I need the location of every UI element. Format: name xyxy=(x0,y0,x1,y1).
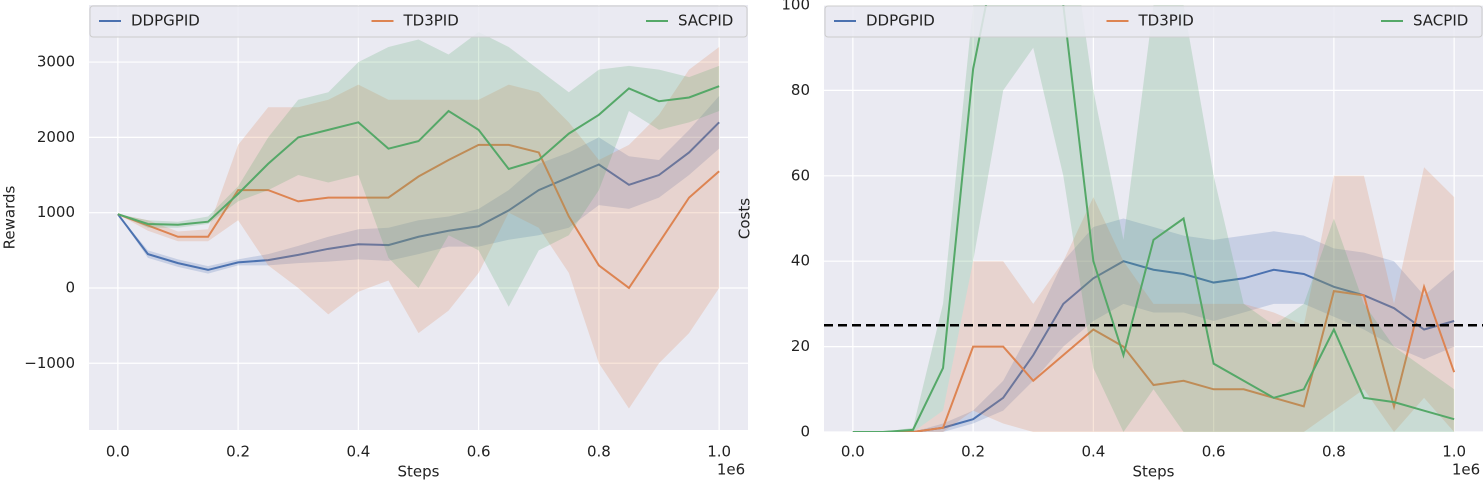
y-tick-label: 80 xyxy=(791,81,810,99)
x-offset-label: 1e6 xyxy=(717,461,745,479)
legend: DDPGPID TD3PID SACPID xyxy=(825,6,1482,37)
x-tick-label: 0.2 xyxy=(961,443,985,461)
y-tick-label: 2000 xyxy=(37,128,75,146)
x-tick-label: 0.6 xyxy=(467,443,491,461)
x-offset-label: 1e6 xyxy=(1452,461,1480,479)
x-axis-label: Steps xyxy=(398,463,440,481)
x-tick-label: 1.0 xyxy=(707,443,731,461)
x-tick-label: 0.0 xyxy=(841,443,865,461)
legend-label: DDPGPID xyxy=(131,12,200,30)
x-tick-label: 0.8 xyxy=(1322,443,1346,461)
legend-label: SACPID xyxy=(678,12,733,30)
y-tick-label: 20 xyxy=(791,337,810,355)
y-tick-label: 3000 xyxy=(37,53,75,71)
y-tick-label: 0 xyxy=(65,278,75,296)
y-tick-label: 60 xyxy=(791,166,810,184)
y-tick-label: 0 xyxy=(800,423,810,441)
y-axis-label: Rewards xyxy=(1,185,19,249)
legend-label: SACPID xyxy=(1413,12,1468,30)
legend-label: DDPGPID xyxy=(866,12,935,30)
x-axis-label: Steps xyxy=(1133,463,1175,481)
x-tick-label: 1.0 xyxy=(1442,443,1466,461)
x-tick-label: 0.6 xyxy=(1202,443,1226,461)
y-tick-label: 1000 xyxy=(37,203,75,221)
x-tick-label: 0.4 xyxy=(346,443,370,461)
x-tick-label: 0.4 xyxy=(1081,443,1105,461)
x-tick-label: 0.8 xyxy=(587,443,611,461)
y-tick-label: −1000 xyxy=(24,354,75,372)
legend: DDPGPID TD3PID SACPID xyxy=(90,6,747,37)
y-tick-label: 40 xyxy=(791,252,810,270)
x-tick-label: 0.2 xyxy=(226,443,250,461)
legend-label: TD3PID xyxy=(403,12,459,30)
y-tick-label: 100 xyxy=(781,0,810,14)
y-axis-label: Costs xyxy=(736,198,754,239)
legend-label: TD3PID xyxy=(1138,12,1194,30)
x-tick-label: 0.0 xyxy=(106,443,130,461)
